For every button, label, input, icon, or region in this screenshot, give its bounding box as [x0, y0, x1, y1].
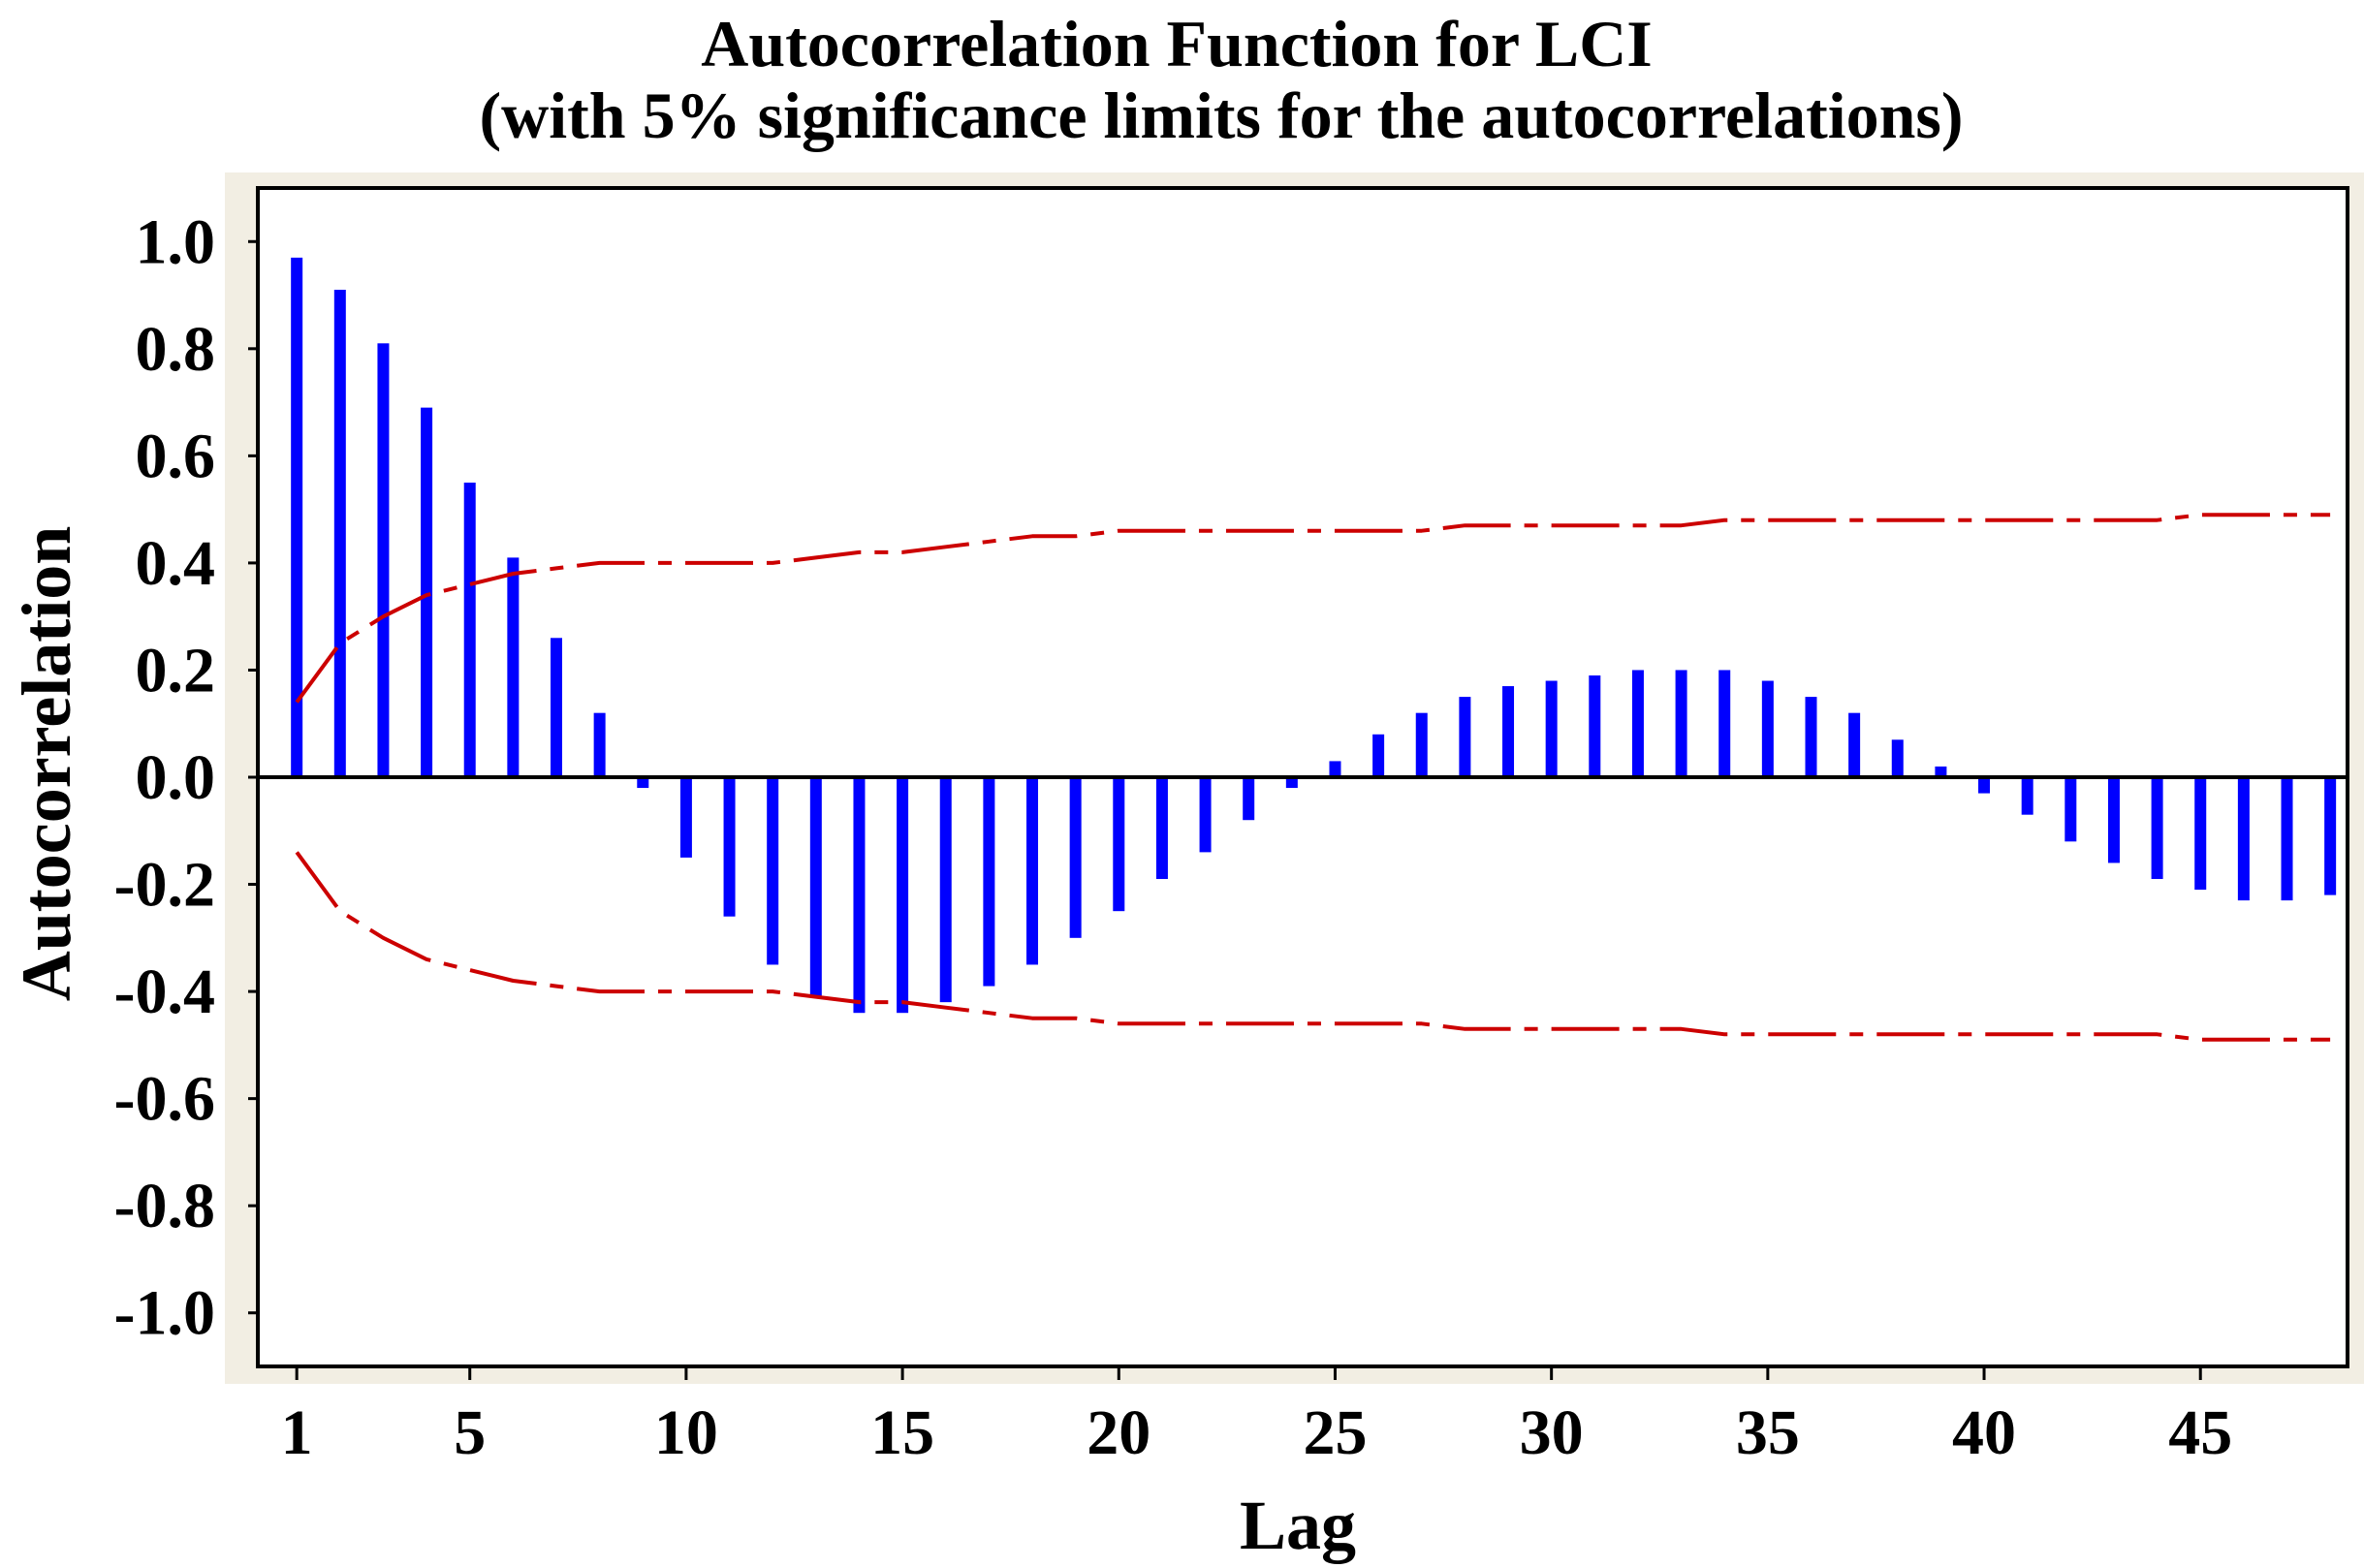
acf-bar-lag-8: [593, 712, 606, 777]
acf-bar-lag-44: [2151, 777, 2163, 880]
acf-bar-lag-1: [291, 257, 303, 777]
acf-bar-lag-4: [421, 407, 433, 777]
x-tick-label: 25: [1303, 1397, 1367, 1468]
acf-bar-lag-27: [1415, 712, 1428, 777]
x-tick-label: 20: [1087, 1397, 1150, 1468]
x-tick-label: 35: [1736, 1397, 1800, 1468]
acf-bar-lag-21: [1155, 777, 1168, 880]
acf-bar-lag-33: [1675, 670, 1687, 777]
y-tick-label: -0.6: [114, 1064, 215, 1135]
y-tick-label: 0.2: [136, 635, 216, 706]
acf-bar-lag-38: [1891, 739, 1904, 777]
y-tick-label: -1.0: [114, 1278, 215, 1349]
acf-bar-lag-2: [333, 290, 346, 777]
acf-bar-lag-18: [1026, 777, 1039, 965]
acf-bar-lag-5: [463, 483, 476, 777]
x-tick-label: 1: [281, 1397, 313, 1468]
acf-bar-lag-31: [1589, 674, 1601, 777]
acf-bar-lag-22: [1199, 777, 1212, 853]
acf-bar-lag-17: [983, 777, 995, 987]
lower-significance-limit: [295, 851, 2331, 1042]
acf-bar-lag-3: [377, 343, 390, 777]
y-tick-label: 1.0: [136, 206, 216, 277]
acf-bar-lag-6: [507, 557, 520, 777]
acf-bar-lag-10: [679, 777, 692, 858]
acf-bar-lag-24: [1285, 777, 1298, 789]
acf-bar-lag-40: [1978, 777, 1991, 794]
upper-significance-limit: [295, 513, 2331, 704]
acf-bar-lag-9: [637, 777, 649, 789]
acf-bar-lag-45: [2194, 777, 2207, 891]
acf-bar-lag-20: [1113, 777, 1125, 912]
chart-title: Autocorrelation Function for LCI: [701, 7, 1653, 80]
acf-bar-lag-37: [1848, 712, 1861, 777]
x-axis-ticks: 1 5 10 15 20 25 30 35 40 45: [281, 1366, 2232, 1468]
acf-bar-lag-43: [2107, 777, 2120, 863]
acf-bar-lag-47: [2281, 777, 2293, 901]
y-tick-label: -0.2: [114, 850, 215, 921]
acf-bar-lag-36: [1805, 697, 1817, 777]
acf-bar-lag-14: [853, 777, 866, 1014]
acf-bar-lag-41: [2021, 777, 2033, 815]
x-tick-label: 45: [2168, 1397, 2232, 1468]
acf-bar-lag-7: [551, 638, 562, 777]
acf-bar-lag-15: [897, 777, 909, 1014]
acf-bar-lag-25: [1329, 761, 1341, 777]
acf-bar-lag-16: [939, 777, 952, 1003]
acf-bar-lag-32: [1631, 670, 1644, 777]
acf-bar-lag-26: [1372, 734, 1385, 777]
y-tick-label: 0.6: [136, 421, 216, 491]
y-tick-label: -0.8: [114, 1171, 215, 1241]
y-axis-ticks: 1.0 0.8 0.6 0.4 0.2 0.0 -0.2 -0.4 -0.6 -0.8 -1.0: [114, 206, 258, 1349]
x-tick-label: 5: [454, 1397, 486, 1468]
acf-bar-lag-42: [2065, 777, 2077, 842]
acf-bar-lag-23: [1243, 777, 1255, 821]
acf-bar-lag-35: [1761, 680, 1774, 777]
acf-bar-lag-19: [1069, 777, 1082, 938]
chart-subtitle: (with 5% significance limits for the aut…: [479, 78, 1963, 152]
acf-bar-lag-30: [1545, 680, 1558, 777]
acf-bar-lag-13: [809, 777, 822, 997]
acf-bar-lag-39: [1935, 766, 1947, 777]
y-axis-label: Autocorrelation: [8, 526, 85, 1002]
acf-bar-lag-48: [2324, 777, 2337, 895]
acf-bar-lag-29: [1502, 686, 1515, 777]
acf-bar-lag-34: [1718, 670, 1731, 777]
acf-bar-lag-46: [2237, 777, 2250, 901]
x-tick-label: 30: [1520, 1397, 1584, 1468]
acf-bar-lag-12: [767, 777, 779, 965]
x-axis-label: Lag: [1240, 1487, 1356, 1564]
acf-bar-lag-11: [723, 777, 736, 917]
y-tick-label: -0.4: [114, 956, 215, 1027]
significance-limits: [295, 513, 2331, 1042]
x-tick-label: 15: [870, 1397, 934, 1468]
x-tick-label: 40: [1952, 1397, 2016, 1468]
y-tick-label: 0.4: [136, 528, 216, 599]
acf-bar-lag-28: [1459, 697, 1471, 777]
x-tick-label: 10: [654, 1397, 718, 1468]
autocorrelation-bars: [291, 257, 2337, 1014]
y-tick-label: 0.0: [136, 742, 216, 813]
y-tick-label: 0.8: [136, 314, 216, 385]
